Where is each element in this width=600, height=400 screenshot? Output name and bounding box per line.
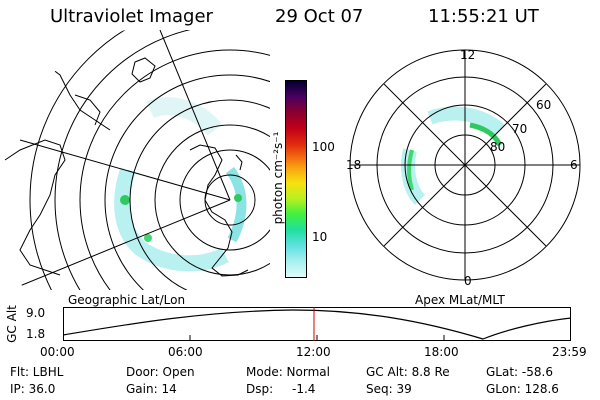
polar-plot	[349, 49, 581, 281]
info-gain: Gain: 14	[126, 382, 177, 396]
altitude-timeline	[63, 307, 571, 341]
geographic-map	[4, 30, 270, 290]
info-door: Door: Open	[126, 365, 195, 379]
color-bar	[285, 80, 307, 278]
info-mode: Mode: Normal	[246, 365, 330, 379]
colorbar-unit-label: photon cm⁻²s⁻¹	[271, 131, 285, 225]
info-ip: IP: 36.0	[10, 382, 56, 396]
info-glat: GLat: -58.6	[486, 365, 553, 379]
info-gc-alt: GC Alt: 8.8 Re	[366, 365, 450, 379]
timeline-xtick-2359: 23:59	[552, 345, 587, 359]
date-label: 29 Oct 07	[275, 6, 364, 27]
info-filter: Flt: LBHL	[10, 365, 64, 379]
mlt-label-12: 12	[460, 48, 476, 62]
left-panel-label: Geographic Lat/Lon	[68, 293, 186, 307]
timeline-ylabel: GC Alt	[5, 305, 19, 343]
timeline-xtick-0000: 00:00	[40, 345, 75, 359]
right-panel-label: Apex MLat/MLT	[415, 293, 505, 307]
timeline-xtick-0600: 06:00	[168, 345, 203, 359]
info-glon: GLon: 128.6	[486, 382, 559, 396]
timeline-xtick-1200: 12:00	[296, 345, 331, 359]
mlat-label-60: 60	[536, 98, 552, 112]
info-dsp-label: Dsp:	[246, 382, 274, 396]
coastline	[4, 57, 249, 277]
colorbar-tick-10: 10	[312, 230, 328, 244]
timeline-ytick-max: 9.0	[26, 306, 46, 320]
instrument-title: Ultraviolet Imager	[50, 6, 213, 27]
time-label: 11:55:21 UT	[428, 6, 539, 27]
timeline-ytick-min: 1.8	[26, 327, 46, 341]
timeline-xtick-1800: 18:00	[424, 345, 459, 359]
colorbar-tick-100: 100	[312, 140, 335, 154]
mlat-label-70: 70	[512, 122, 528, 136]
mlt-label-18: 18	[346, 158, 362, 172]
mlt-label-0: 0	[464, 274, 472, 288]
info-dsp-value: -1.4	[292, 382, 316, 396]
mlt-label-6: 6	[570, 158, 578, 172]
info-seq: Seq: 39	[366, 382, 412, 396]
mlat-label-80: 80	[490, 140, 506, 154]
